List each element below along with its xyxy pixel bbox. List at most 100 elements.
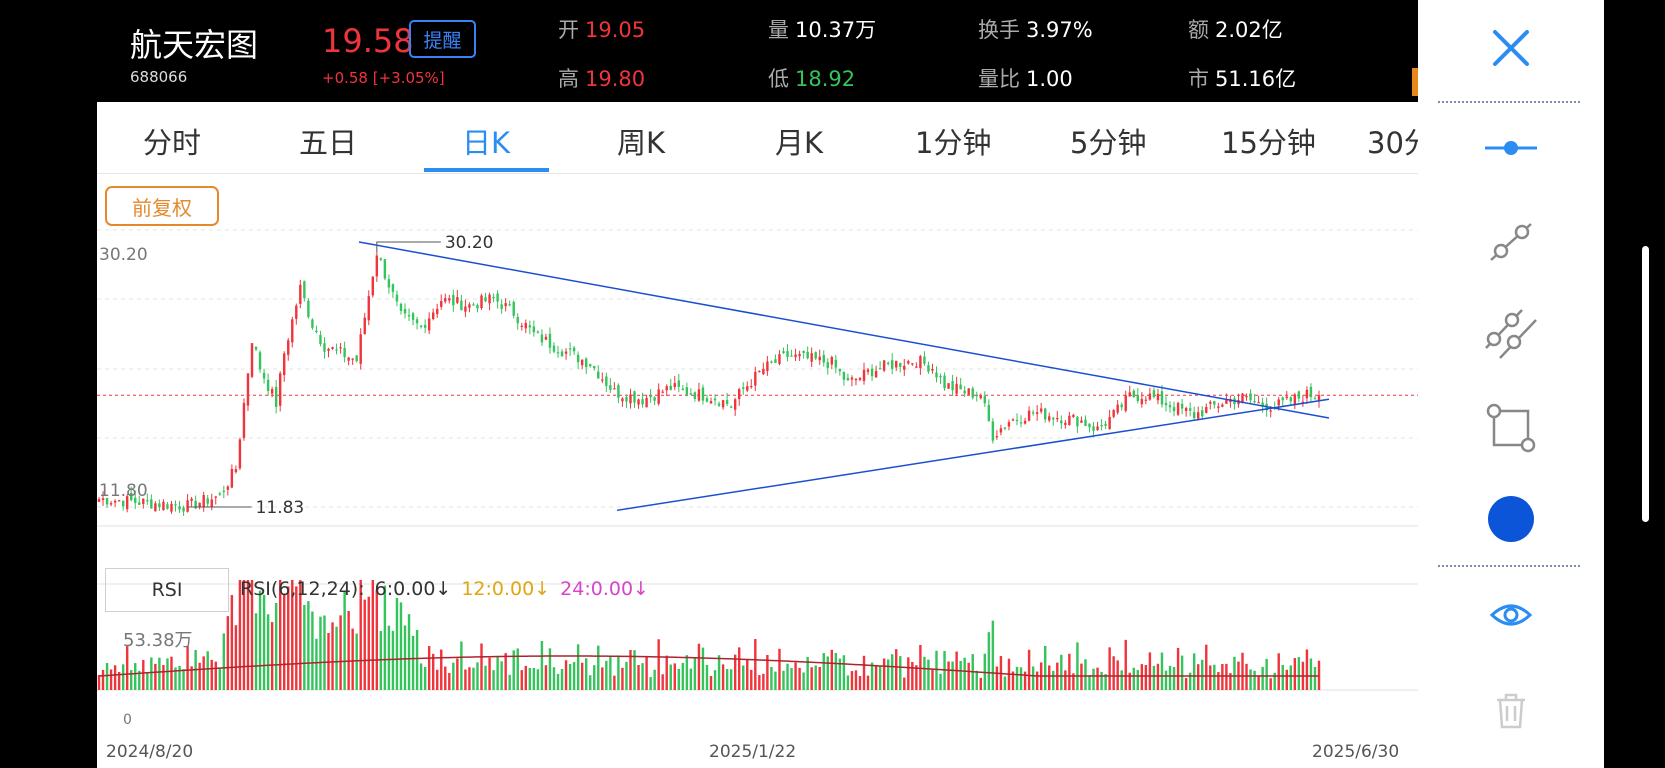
candle-body — [1072, 414, 1075, 417]
volume-bar — [287, 586, 290, 690]
candle-body — [621, 398, 624, 402]
rectangle-tool[interactable] — [1418, 403, 1604, 453]
volume-bar — [278, 580, 282, 690]
parallel-channel-tool[interactable] — [1418, 306, 1604, 362]
price-axis-high: 30.20 — [99, 245, 148, 265]
volume-max-label: 53.38万 — [123, 630, 193, 651]
volume-bar — [1031, 666, 1035, 690]
candle-body — [335, 349, 338, 351]
candle-body — [665, 386, 668, 391]
volume-bar — [959, 660, 962, 690]
volume-bar — [395, 598, 399, 690]
candle-body — [697, 389, 701, 401]
line-segment-tool[interactable] — [1418, 218, 1604, 266]
volume-bar — [476, 662, 479, 690]
candle-body — [359, 334, 362, 364]
scroll-handle[interactable] — [1642, 246, 1649, 522]
candle-body — [472, 304, 475, 306]
candle-body — [681, 388, 685, 390]
candle-body — [661, 391, 664, 393]
close-button[interactable] — [1418, 28, 1604, 68]
candle-body — [448, 298, 451, 301]
candle-body — [1035, 412, 1039, 415]
volume-bar — [347, 611, 350, 690]
tab-15min[interactable]: 15分钟 — [1221, 126, 1316, 160]
candle-body — [206, 498, 209, 504]
volume-bar — [174, 667, 177, 690]
drawn-trendlines — [358, 241, 1330, 512]
volume-bar — [464, 669, 467, 690]
volume-bar — [1309, 658, 1313, 690]
tab-intraday[interactable]: 分时 — [143, 126, 202, 160]
candle-body — [1152, 390, 1156, 398]
volume-bar — [963, 657, 966, 690]
horizontal-line-tool[interactable] — [1418, 136, 1604, 160]
volume-bar — [468, 667, 471, 690]
candle-body — [250, 343, 254, 377]
candle-body — [1060, 420, 1063, 424]
candle-body — [436, 308, 439, 315]
visibility-toggle[interactable] — [1418, 600, 1604, 630]
stat-vol-ratio-value: 1.00 — [1026, 67, 1073, 91]
candle-body — [1261, 402, 1264, 406]
volume-bar — [584, 658, 588, 690]
volume-bar — [121, 664, 125, 690]
candle-body — [1011, 419, 1015, 421]
candle-body — [1015, 419, 1019, 422]
candle-body — [1076, 416, 1079, 427]
volume-bar — [613, 675, 616, 690]
volume-bar — [166, 658, 169, 690]
volume-bar — [1313, 667, 1317, 690]
kline-chart[interactable]: 30.20 11.80 30.20 11.83 — [97, 102, 1418, 768]
alert-button[interactable]: 提醒 — [409, 20, 476, 58]
candle-body — [1225, 399, 1228, 404]
tab-30min[interactable]: 30分 — [1367, 126, 1418, 160]
candle-body — [1201, 410, 1204, 417]
volume-bar — [806, 656, 809, 690]
candle-body — [895, 360, 898, 368]
candle-body — [633, 391, 636, 403]
price-adjust-button[interactable]: 前复权 — [105, 186, 219, 226]
tab-daily-k[interactable]: 日K — [462, 126, 511, 160]
candle-body — [995, 436, 999, 438]
candle-body — [355, 355, 358, 362]
candle-body — [963, 390, 966, 394]
volume-bar — [375, 589, 379, 690]
tab-1min[interactable]: 1分钟 — [915, 126, 992, 160]
candle-body — [1039, 408, 1043, 412]
candle-body — [1249, 393, 1252, 401]
volume-bar — [754, 639, 757, 690]
volume-bar — [1092, 668, 1095, 690]
volume-bar — [162, 665, 165, 690]
volume-bar — [947, 661, 950, 690]
volume-bar — [866, 675, 870, 690]
volume-bar — [460, 641, 463, 690]
candle-body — [987, 405, 991, 421]
candle-body — [1116, 404, 1119, 413]
candle-body — [158, 503, 161, 508]
color-picker[interactable] — [1418, 496, 1604, 542]
volume-bar — [834, 653, 838, 690]
candle-body — [693, 392, 697, 399]
tab-5min[interactable]: 5分钟 — [1070, 126, 1147, 160]
candle-body — [580, 359, 584, 366]
volume-bar — [669, 664, 672, 690]
candle-body — [742, 387, 745, 389]
candle-body — [1140, 399, 1144, 405]
candle-body — [778, 354, 781, 364]
candle-body — [1301, 401, 1305, 403]
tab-five-day[interactable]: 五日 — [299, 126, 358, 160]
delete-button[interactable] — [1418, 692, 1604, 730]
volume-bar — [440, 649, 443, 690]
tab-monthly-k[interactable]: 月K — [775, 126, 824, 160]
volume-bar — [1305, 649, 1309, 690]
tab-weekly-k[interactable]: 周K — [617, 126, 666, 160]
volume-bar — [419, 663, 423, 690]
close-icon — [1493, 30, 1529, 66]
volume-bar — [899, 656, 902, 690]
candle-body — [1184, 407, 1188, 412]
volume-bar — [1076, 642, 1079, 690]
current-price: 19.58 — [322, 22, 414, 60]
rsi-params: RSI(6,12,24): — [240, 578, 365, 600]
indicator-select-button[interactable]: RSI — [105, 568, 229, 612]
